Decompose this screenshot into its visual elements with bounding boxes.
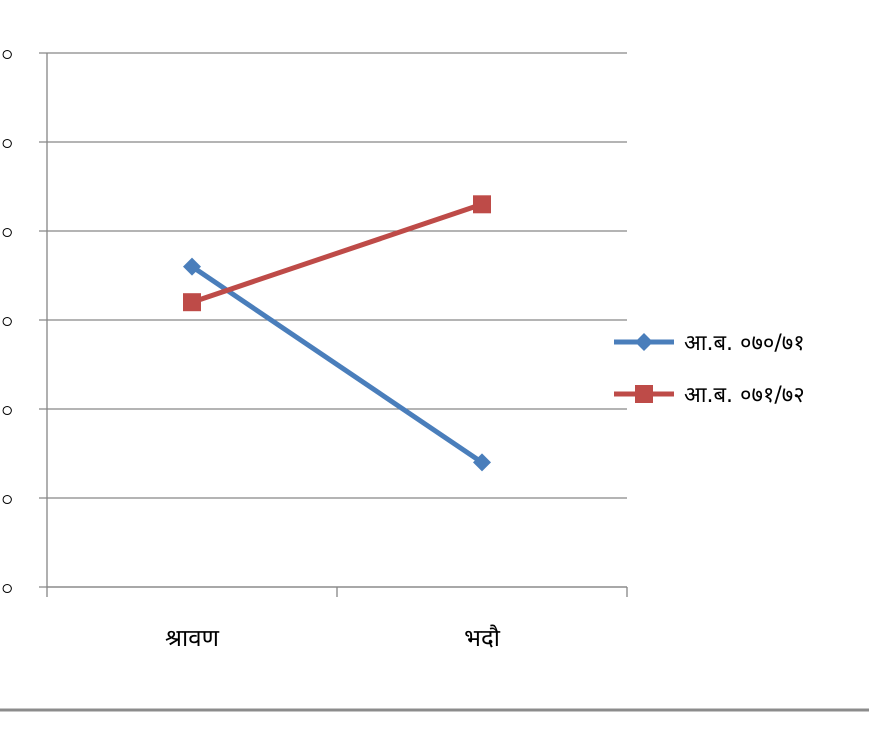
gridlines bbox=[39, 52, 627, 588]
y-tick-label: ੦ bbox=[2, 44, 13, 63]
y-tick-label: ੦ bbox=[2, 133, 13, 152]
legend-label: आ.ब. ०७०/७१ bbox=[684, 331, 805, 356]
y-tick-label: ੦ bbox=[2, 578, 13, 597]
legend-marker bbox=[635, 333, 653, 351]
y-tick-labels: ੦ ੦ ੦ ੦ ੦ ੦ ੦ bbox=[2, 44, 13, 597]
y-tick-label: ੦ bbox=[2, 489, 13, 508]
legend-label: आ.ब. ०७१/७२ bbox=[684, 383, 805, 408]
y-tick-label: ੦ bbox=[2, 311, 13, 330]
x-tick-label: भदौ bbox=[464, 624, 501, 652]
y-tick-label: ੦ bbox=[2, 400, 13, 419]
series-2-point bbox=[473, 195, 491, 214]
series-layer bbox=[183, 195, 491, 472]
x-tick-label: श्रावण bbox=[165, 624, 220, 652]
legend-marker bbox=[635, 385, 653, 403]
series-2-point bbox=[183, 293, 201, 312]
series-1-point bbox=[183, 257, 201, 276]
series-1-point bbox=[473, 453, 491, 472]
series-line-1 bbox=[190, 264, 484, 465]
legend: आ.ब. ०७०/७१ आ.ब. ०७१/७२ bbox=[614, 331, 805, 408]
y-tick-label: ੦ bbox=[2, 222, 13, 241]
x-tick-labels: श्रावण भदौ bbox=[165, 624, 501, 652]
axes bbox=[46, 53, 628, 597]
series-line-2 bbox=[191, 201, 483, 305]
